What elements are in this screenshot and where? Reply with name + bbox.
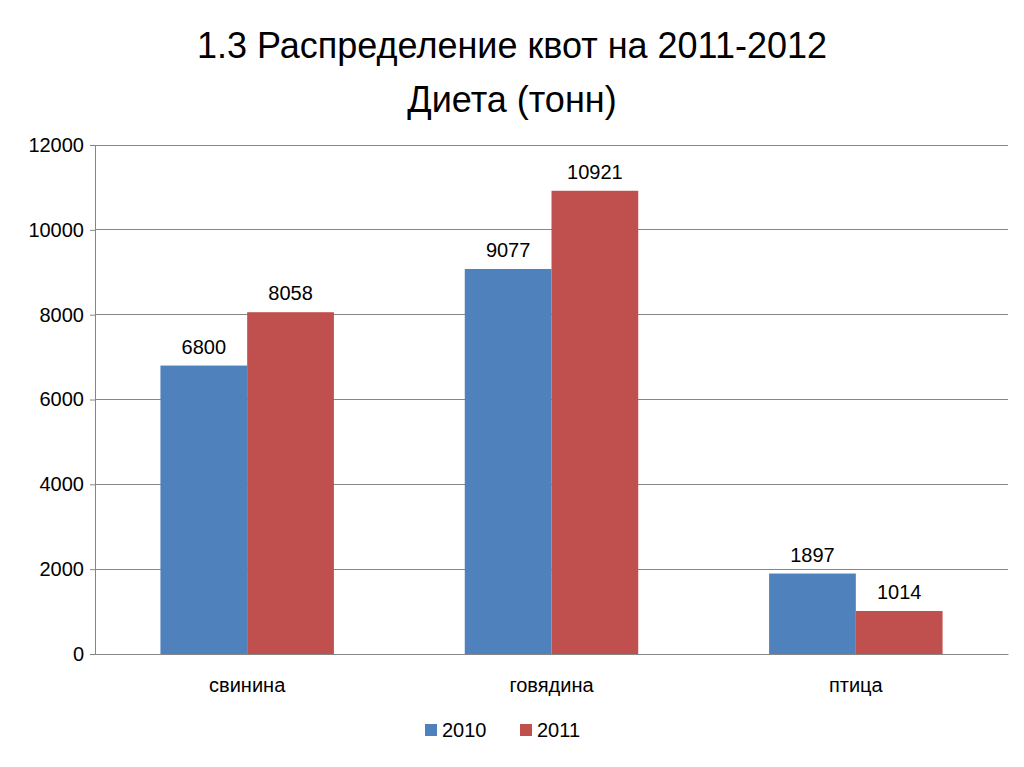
y-tick-label: 4000 bbox=[40, 473, 85, 495]
y-tick-label: 2000 bbox=[40, 558, 85, 580]
y-tick: 0 bbox=[73, 643, 95, 665]
grid-line bbox=[95, 145, 1008, 146]
data-label: 1014 bbox=[877, 581, 922, 603]
y-tick-mark bbox=[90, 569, 95, 570]
series bbox=[247, 191, 942, 654]
x-tick-label: свинина bbox=[209, 674, 286, 696]
y-tick-mark bbox=[90, 654, 95, 655]
x-axis-line bbox=[96, 654, 1009, 655]
series bbox=[160, 269, 855, 654]
title: 1.3 Распределение квот на 2011-2012 bbox=[197, 25, 827, 66]
y-axis-line bbox=[90, 146, 96, 655]
y-tick: 6000 bbox=[40, 388, 96, 410]
bar bbox=[465, 269, 552, 654]
plot-area: 0 2000 4000 6000 8000 10000 12000 свинина говяди… bbox=[28, 134, 1008, 696]
y-tick: 2000 bbox=[40, 558, 96, 580]
data-label: 1897 bbox=[790, 544, 835, 566]
legend-item: 2011 bbox=[520, 719, 580, 741]
data-label: 10921 bbox=[567, 161, 623, 183]
y-tick: 10000 bbox=[28, 219, 95, 241]
y-tick-label: 6000 bbox=[40, 388, 85, 410]
y-tick-label: 12000 bbox=[28, 134, 84, 156]
y-tick-mark bbox=[90, 484, 95, 485]
y-tick: 12000 bbox=[28, 134, 95, 156]
legend-swatch bbox=[520, 724, 532, 736]
data-label: 9077 bbox=[486, 239, 531, 261]
y-axis: 0 2000 4000 6000 8000 10000 12000 bbox=[28, 134, 95, 665]
y-tick-mark bbox=[90, 400, 95, 401]
data-label: 8058 bbox=[268, 282, 313, 304]
chart: 1.3 Распределение квот на 2011-2012 Диета… bbox=[0, 0, 1024, 767]
y-tick: 8000 bbox=[40, 304, 96, 326]
x-tick-label: говядина bbox=[509, 674, 594, 696]
y-tick-label: 0 bbox=[73, 643, 84, 665]
bar bbox=[769, 574, 856, 654]
legend-swatch bbox=[425, 724, 437, 736]
y-tick-mark bbox=[90, 145, 95, 146]
y-tick-mark bbox=[90, 315, 95, 316]
bar bbox=[856, 611, 943, 654]
legend-label: 2011 bbox=[537, 719, 580, 741]
subtitle: Диета (тонн) bbox=[407, 79, 616, 120]
y-tick-label: 8000 bbox=[40, 304, 85, 326]
x-tick-label: птица bbox=[829, 674, 884, 696]
bar bbox=[160, 366, 247, 654]
x-tick: свинина bbox=[209, 654, 286, 696]
legend-label: 2010 bbox=[442, 719, 487, 741]
y-tick: 4000 bbox=[40, 473, 96, 495]
y-tick-mark bbox=[90, 230, 95, 231]
bar bbox=[247, 312, 334, 654]
y-tick-label: 10000 bbox=[28, 219, 84, 241]
bars bbox=[160, 191, 942, 654]
x-tick: говядина bbox=[509, 654, 594, 696]
legend-item: 2010 bbox=[425, 719, 487, 741]
bar bbox=[552, 191, 639, 654]
data-label: 6800 bbox=[182, 336, 227, 358]
x-axis: свинина говядина птица bbox=[96, 654, 1009, 696]
legend: 2010 2011 bbox=[425, 719, 580, 741]
x-tick: птица bbox=[829, 654, 884, 696]
grid bbox=[95, 145, 1008, 654]
data-labels: 6800 9077 1897 8058 10921 1014 bbox=[182, 161, 922, 603]
